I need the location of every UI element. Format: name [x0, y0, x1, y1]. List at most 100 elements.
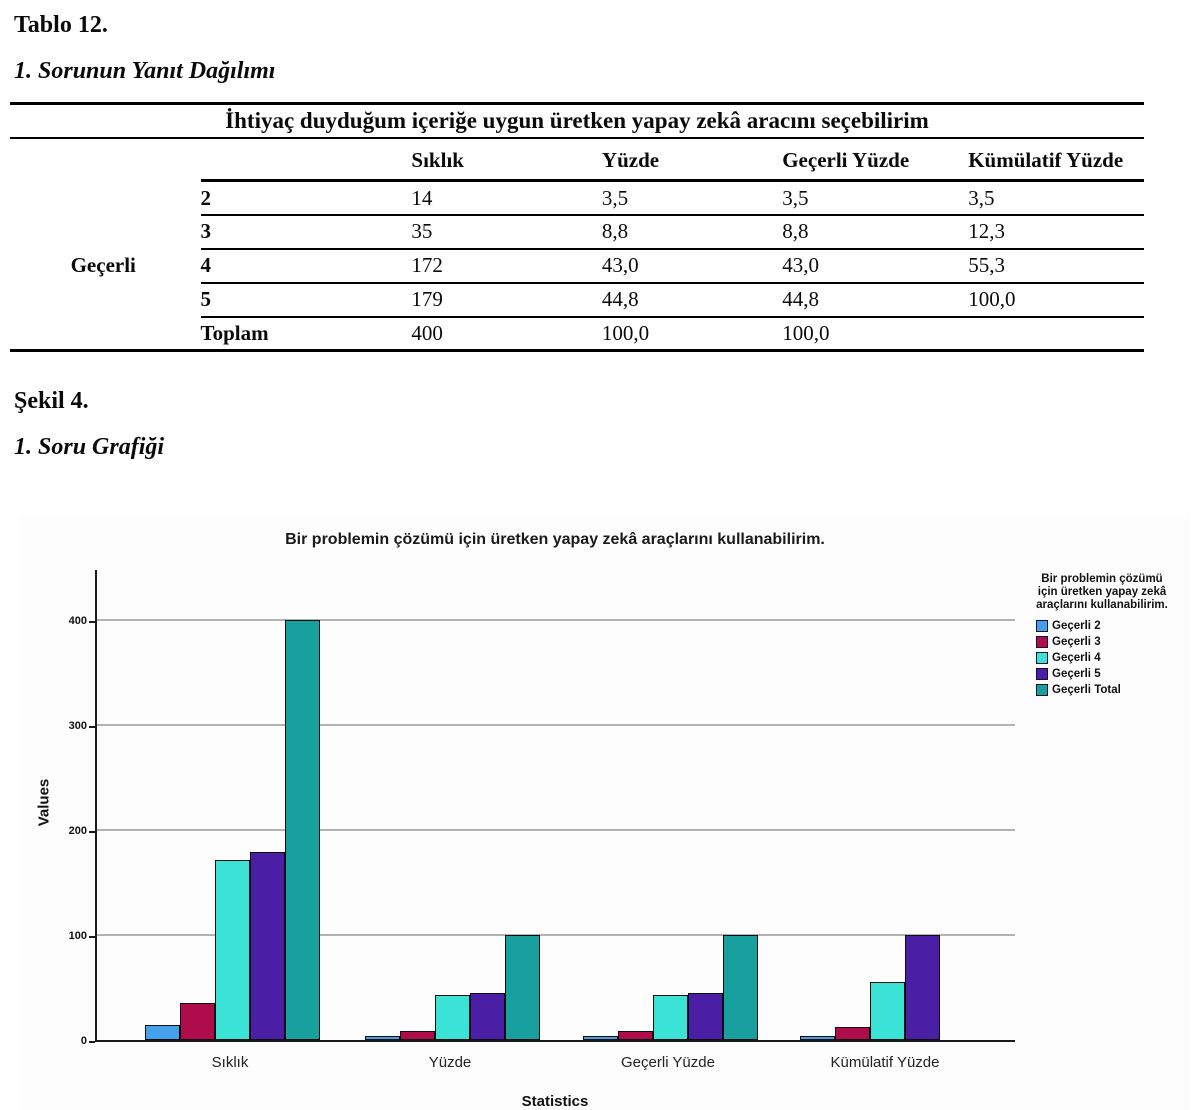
row-group-label: Geçerli: [70, 252, 136, 277]
legend-title: Bir problemin çözümü için üretken yapay …: [1036, 573, 1168, 612]
cell: 3,5: [782, 180, 969, 216]
legend-swatch-icon: [1036, 667, 1048, 680]
cell: 35: [411, 214, 602, 250]
y-tick-label: 300: [68, 720, 87, 733]
cell: [968, 317, 1144, 351]
table-label: Tablo 12.: [14, 12, 108, 38]
cell: 100,0: [968, 282, 1144, 318]
cell: 14: [411, 180, 602, 216]
x-tick-label-yüzde: Yüzde: [428, 1054, 472, 1071]
row-label-total: Toplam: [200, 321, 269, 345]
table-row: 4 172 43,0 43,0 55,3: [10, 248, 1144, 284]
col-header-siklik: Sıklık: [411, 138, 602, 183]
legend-label: Geçerli 4: [1052, 651, 1101, 664]
cell: 3,5: [968, 180, 1144, 216]
cell: 44,8: [782, 282, 969, 318]
figure-label: Şekil 4.: [14, 388, 89, 414]
legend-item: Geçerli 2: [1036, 618, 1182, 634]
bar-geçerli-5-geçerli-yüzde: [687, 993, 723, 1040]
bar-geçerli-5-kümülatif-yüzde: [904, 935, 940, 1040]
legend-swatch-icon: [1036, 683, 1048, 696]
table-total-row: Toplam 400 100,0 100,0: [10, 317, 1144, 351]
cell: 179: [411, 282, 602, 318]
legend-item: Geçerli Total: [1036, 682, 1182, 698]
col-header-yuzde: Yüzde: [601, 138, 783, 183]
bar-geçerli-total-sıklık: [284, 620, 320, 1040]
table-span-header-row: İhtiyaç duyduğum içeriğe uygun üretken y…: [10, 102, 1144, 139]
row-label: 2: [200, 180, 412, 216]
row-label: 4: [200, 248, 412, 284]
legend-swatch-icon: [1036, 651, 1048, 664]
legend-label: Geçerli 3: [1052, 635, 1101, 648]
y-tick-label: 100: [68, 930, 87, 943]
bar-geçerli-3-kümülatif-yüzde: [834, 1027, 870, 1040]
bar-geçerli-2-yüzde: [364, 1036, 400, 1040]
cell: 400: [411, 321, 443, 345]
cell: 43,0: [782, 248, 969, 284]
cell: 8,8: [601, 214, 783, 250]
x-tick-label-sıklık: Sıklık: [211, 1054, 249, 1071]
legend-swatch-icon: [1036, 619, 1048, 632]
bar-geçerli-4-geçerli-yüzde: [652, 994, 688, 1040]
y-tick-label: 400: [68, 615, 87, 628]
table-row: 5 179 44,8 44,8 100,0: [10, 282, 1144, 318]
gridline-y-200: [97, 829, 1015, 832]
y-tick-mark: [89, 621, 95, 624]
legend-label: Geçerli 5: [1052, 667, 1101, 680]
y-tick-mark: [89, 1041, 95, 1043]
legend-items: Geçerli 2 Geçerli 3 Geçerli 4 Geçerli 5 Geçe…: [1022, 618, 1182, 698]
table-span-header: İhtiyaç duyduğum içeriğe uygun üretken y…: [10, 102, 1144, 139]
gridline-y-100: [97, 934, 1015, 937]
y-tick-label: 0: [80, 1035, 87, 1047]
bar-geçerli-2-kümülatif-yüzde: [799, 1036, 835, 1040]
bar-geçerli-3-yüzde: [399, 1030, 435, 1040]
plot-area: [95, 570, 1015, 1042]
legend-item: Geçerli 4: [1036, 650, 1182, 666]
row-label: 5: [200, 282, 412, 318]
bar-geçerli-3-geçerli-yüzde: [617, 1030, 653, 1040]
legend-label: Geçerli Total: [1052, 683, 1121, 696]
legend-swatch-icon: [1036, 635, 1048, 648]
table-column-header-row: Sıklık Yüzde Geçerli Yüzde Kümülatif Yüz…: [10, 138, 1144, 183]
bar-geçerli-total-geçerli-yüzde: [722, 935, 758, 1040]
bar-geçerli-4-yüzde: [434, 994, 470, 1040]
y-tick-mark: [89, 936, 95, 939]
x-tick-label-geçerli-yüzde: Geçerli Yüzde: [621, 1054, 715, 1071]
x-axis-label: Statistics: [521, 1093, 589, 1110]
y-tick-mark: [89, 726, 95, 729]
legend-item: Geçerli 3: [1036, 634, 1182, 650]
cell: 100,0: [782, 321, 830, 345]
frequency-table: İhtiyaç duyduğum içeriğe uygun üretken y…: [10, 102, 1144, 353]
bar-geçerli-4-sıklık: [214, 859, 250, 1040]
bar-geçerli-5-yüzde: [469, 993, 505, 1040]
cell: 12,3: [968, 214, 1144, 250]
col-header-kumulatif-yuzde: Kümülatif Yüzde: [968, 138, 1144, 183]
bar-geçerli-3-sıklık: [179, 1003, 215, 1040]
col-header-gecerli-yuzde: Geçerli Yüzde: [782, 138, 969, 183]
cell: 8,8: [782, 214, 969, 250]
chart-legend: Bir problemin çözümü için üretken yapay …: [1022, 573, 1182, 698]
bar-geçerli-2-sıklık: [144, 1025, 180, 1040]
table-row: Geçerli 2 14 3,5 3,5 3,5: [10, 180, 1144, 277]
row-label: 3: [200, 214, 412, 250]
cell: 100,0: [601, 321, 650, 345]
figure-caption: 1. Soru Grafiği: [14, 434, 165, 460]
cell: 172: [411, 248, 602, 284]
bar-chart-figure: Bir problemin çözümü için üretken yapay …: [20, 515, 1190, 1110]
legend-item: Geçerli 5: [1036, 666, 1182, 682]
y-tick-mark: [89, 831, 95, 834]
chart-title: Bir problemin çözümü için üretken yapay …: [285, 531, 825, 548]
y-tick-label: 200: [68, 825, 87, 838]
cell: 55,3: [968, 248, 1144, 284]
legend-label: Geçerli 2: [1052, 619, 1101, 632]
x-tick-label-kümülatif-yüzde: Kümülatif Yüzde: [830, 1054, 940, 1071]
table-row: 3 35 8,8 8,8 12,3: [10, 214, 1144, 250]
bar-geçerli-5-sıklık: [249, 852, 285, 1040]
cell: 3,5: [601, 180, 783, 216]
table-caption: 1. Sorunun Yanıt Dağılımı: [14, 58, 276, 84]
cell: 43,0: [601, 248, 783, 284]
cell: 44,8: [601, 282, 783, 318]
bar-geçerli-total-yüzde: [504, 935, 540, 1040]
gridline-y-400: [97, 619, 1015, 622]
